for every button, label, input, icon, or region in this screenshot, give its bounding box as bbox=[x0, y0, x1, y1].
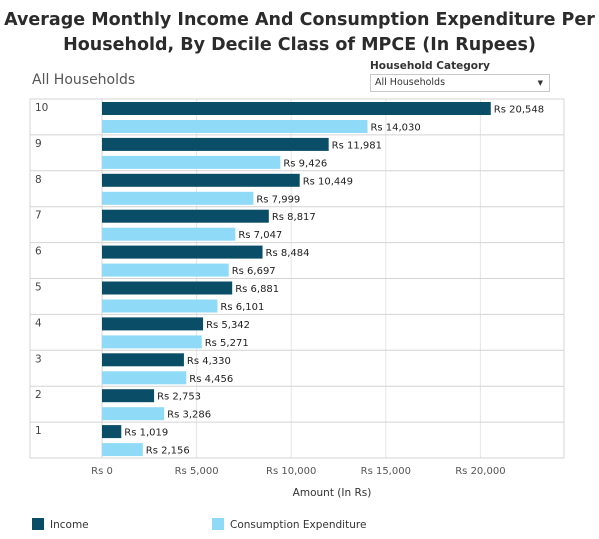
legend-item-consumption[interactable]: Consumption Expenditure bbox=[212, 518, 366, 531]
category-label-decile-10: 10 bbox=[35, 102, 48, 114]
category-label-decile-7: 7 bbox=[35, 210, 42, 222]
legend-label-income: Income bbox=[50, 519, 89, 531]
x-tick-label-0: Rs 0 bbox=[91, 466, 113, 477]
income-bar-decile-1 bbox=[102, 425, 122, 439]
consumption-value-label-decile-1: Rs 2,156 bbox=[146, 446, 190, 457]
consumption-bar-decile-5 bbox=[102, 299, 218, 313]
income-bar-decile-4 bbox=[102, 317, 204, 331]
chart-title-line-1: Average Monthly Income And Consumption E… bbox=[4, 10, 595, 30]
income-value-label-decile-6: Rs 8,484 bbox=[266, 248, 310, 259]
income-value-label-decile-5: Rs 6,881 bbox=[235, 284, 279, 295]
category-label-decile-4: 4 bbox=[35, 317, 42, 329]
legend-swatch-income bbox=[32, 518, 44, 530]
consumption-bar-decile-3 bbox=[102, 371, 187, 385]
category-label-decile-1: 1 bbox=[35, 425, 42, 437]
income-bar-decile-6 bbox=[102, 245, 263, 259]
income-value-label-decile-3: Rs 4,330 bbox=[187, 356, 231, 367]
x-tick-label-4: Rs 20,000 bbox=[455, 466, 505, 477]
income-value-label-decile-4: Rs 5,342 bbox=[206, 320, 250, 331]
income-value-label-decile-2: Rs 2,753 bbox=[157, 392, 201, 403]
consumption-bar-decile-10 bbox=[102, 120, 368, 133]
legend-swatch-consumption bbox=[212, 518, 224, 530]
legend-label-consumption: Consumption Expenditure bbox=[230, 519, 367, 531]
consumption-value-label-decile-2: Rs 3,286 bbox=[167, 410, 211, 421]
consumption-value-label-decile-10: Rs 14,030 bbox=[370, 123, 420, 134]
consumption-bar-decile-8 bbox=[102, 191, 254, 205]
consumption-value-label-decile-3: Rs 4,456 bbox=[189, 374, 233, 385]
category-label-decile-9: 9 bbox=[35, 138, 42, 150]
household-category-selected: All Households bbox=[375, 77, 446, 88]
x-tick-label-2: Rs 10,000 bbox=[266, 466, 316, 477]
household-category-dropdown[interactable]: All Households ▼ bbox=[370, 74, 550, 92]
income-bar-decile-3 bbox=[102, 353, 184, 367]
consumption-value-label-decile-8: Rs 7,999 bbox=[256, 194, 300, 205]
category-label-decile-5: 5 bbox=[35, 282, 42, 294]
category-label-decile-3: 3 bbox=[35, 353, 42, 365]
consumption-value-label-decile-7: Rs 7,047 bbox=[238, 230, 282, 241]
consumption-bar-decile-1 bbox=[102, 443, 143, 457]
consumption-bar-decile-9 bbox=[102, 155, 281, 169]
income-value-label-decile-10: Rs 20,548 bbox=[494, 105, 544, 116]
chart-subtitle: All Households bbox=[32, 72, 136, 88]
category-label-decile-6: 6 bbox=[35, 246, 42, 258]
consumption-value-label-decile-5: Rs 6,101 bbox=[220, 302, 264, 313]
consumption-value-label-decile-4: Rs 5,271 bbox=[205, 338, 249, 349]
income-bar-decile-10 bbox=[102, 102, 491, 115]
consumption-value-label-decile-6: Rs 6,697 bbox=[232, 266, 276, 277]
x-tick-label-3: Rs 15,000 bbox=[361, 466, 411, 477]
consumption-bar-decile-2 bbox=[102, 407, 165, 421]
income-bar-decile-9 bbox=[102, 137, 329, 151]
income-bar-decile-5 bbox=[102, 281, 233, 295]
category-label-decile-8: 8 bbox=[35, 174, 42, 186]
chart-title: Average Monthly Income And Consumption E… bbox=[0, 8, 599, 58]
consumption-bar-decile-7 bbox=[102, 227, 236, 241]
income-bar-decile-2 bbox=[102, 389, 155, 403]
category-label-decile-2: 2 bbox=[35, 389, 42, 401]
income-value-label-decile-1: Rs 1,019 bbox=[124, 428, 168, 439]
income-bar-decile-8 bbox=[102, 173, 300, 187]
legend-item-income[interactable]: Income bbox=[32, 518, 89, 531]
income-value-label-decile-9: Rs 11,981 bbox=[332, 140, 382, 151]
income-value-label-decile-8: Rs 10,449 bbox=[303, 176, 353, 187]
x-axis-title: Amount (In Rs) bbox=[293, 487, 372, 499]
chart-title-line-2: Household, By Decile Class of MPCE (In R… bbox=[63, 35, 536, 55]
income-value-label-decile-7: Rs 8,817 bbox=[272, 212, 316, 223]
consumption-bar-decile-6 bbox=[102, 263, 229, 277]
chevron-down-icon: ▼ bbox=[537, 79, 543, 87]
consumption-value-label-decile-9: Rs 9,426 bbox=[283, 158, 327, 169]
consumption-bar-decile-4 bbox=[102, 335, 202, 349]
income-bar-decile-7 bbox=[102, 209, 269, 223]
x-tick-label-1: Rs 5,000 bbox=[175, 466, 219, 477]
household-category-label: Household Category bbox=[370, 60, 490, 72]
